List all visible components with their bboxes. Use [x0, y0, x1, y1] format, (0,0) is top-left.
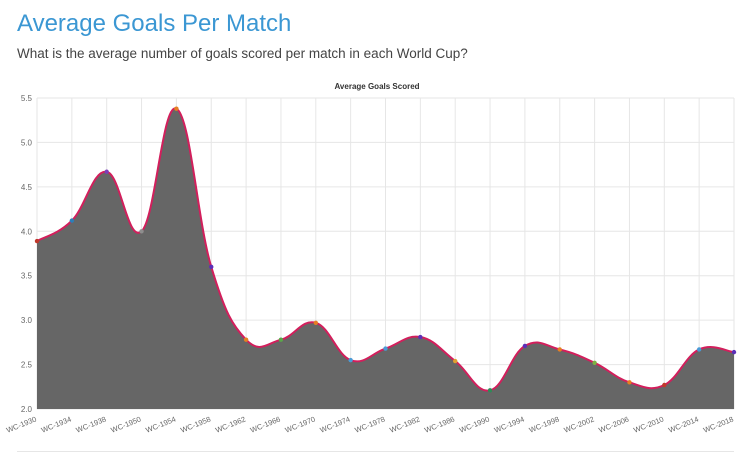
data-point[interactable] — [662, 382, 667, 388]
data-point[interactable] — [453, 358, 458, 364]
x-tick-label: WC-1986 — [423, 415, 456, 435]
x-tick-label: WC-2006 — [597, 415, 630, 435]
data-point[interactable] — [487, 388, 493, 393]
goals-area-chart: Average Goals Scored 2.0 2.5 3.0 3.5 4.0 4.5 5… — [5, 82, 737, 435]
x-tick-label: WC-2018 — [702, 415, 735, 435]
data-point[interactable] — [522, 343, 528, 349]
x-tick-label: WC-1938 — [75, 415, 108, 435]
series-line — [36, 107, 735, 392]
chart-title: Average Goals Scored — [334, 82, 419, 91]
data-point[interactable] — [348, 357, 353, 363]
x-tick-label: WC-1954 — [144, 415, 177, 435]
footer-divider — [17, 451, 734, 452]
page-title: Average Goals Per Match — [17, 10, 292, 37]
x-tick-label: WC-2010 — [632, 415, 665, 435]
y-axis: 2.0 2.5 3.0 3.5 4.0 4.5 5.0 5.5 — [21, 94, 33, 414]
data-point[interactable] — [627, 380, 632, 385]
x-tick-label: WC-1974 — [319, 415, 352, 435]
data-point[interactable] — [731, 349, 737, 355]
y-tick-label: 4.0 — [21, 227, 33, 236]
x-axis: WC-1930 WC-1934 WC-1938 WC-1950 WC-1954 WC-19… — [5, 415, 735, 435]
x-tick-label: WC-1990 — [458, 415, 491, 435]
data-point[interactable] — [383, 346, 388, 351]
data-point[interactable] — [104, 169, 109, 174]
y-tick-label: 2.5 — [21, 361, 33, 370]
x-tick-label: WC-1934 — [40, 415, 73, 435]
y-tick-label: 2.0 — [21, 405, 33, 414]
x-tick-label: WC-1978 — [353, 415, 386, 435]
data-point[interactable] — [313, 320, 318, 326]
y-tick-label: 3.0 — [21, 316, 33, 325]
y-tick-label: 5.0 — [21, 138, 33, 147]
x-tick-label: WC-2002 — [563, 415, 596, 435]
data-markers — [34, 106, 737, 393]
data-point[interactable] — [139, 229, 144, 234]
data-point[interactable] — [418, 334, 423, 340]
data-point[interactable] — [209, 264, 214, 270]
x-tick-label: WC-1998 — [528, 415, 561, 435]
series-area — [37, 108, 734, 409]
data-point[interactable] — [174, 106, 179, 111]
data-point[interactable] — [34, 238, 40, 244]
data-point[interactable] — [696, 347, 702, 352]
x-tick-label: WC-1950 — [110, 415, 143, 435]
data-point[interactable] — [69, 218, 75, 223]
x-tick-label: WC-2014 — [667, 415, 700, 435]
x-tick-label: WC-1982 — [388, 415, 421, 435]
x-tick-label: WC-1958 — [179, 415, 212, 435]
page-subtitle: What is the average number of goals scor… — [17, 46, 468, 61]
y-tick-label: 4.5 — [21, 183, 33, 192]
x-tick-label: WC-1930 — [5, 415, 38, 435]
y-tick-label: 5.5 — [21, 94, 33, 103]
data-point[interactable] — [278, 337, 284, 342]
x-tick-label: WC-1970 — [284, 415, 317, 435]
x-tick-label: WC-1966 — [249, 415, 282, 435]
data-point[interactable] — [557, 347, 562, 352]
data-point[interactable] — [592, 360, 597, 365]
y-tick-label: 3.5 — [21, 272, 33, 281]
data-point[interactable] — [243, 337, 249, 342]
x-tick-label: WC-1994 — [493, 415, 526, 435]
data-area-layer — [36, 107, 735, 409]
x-tick-label: WC-1962 — [214, 415, 247, 435]
